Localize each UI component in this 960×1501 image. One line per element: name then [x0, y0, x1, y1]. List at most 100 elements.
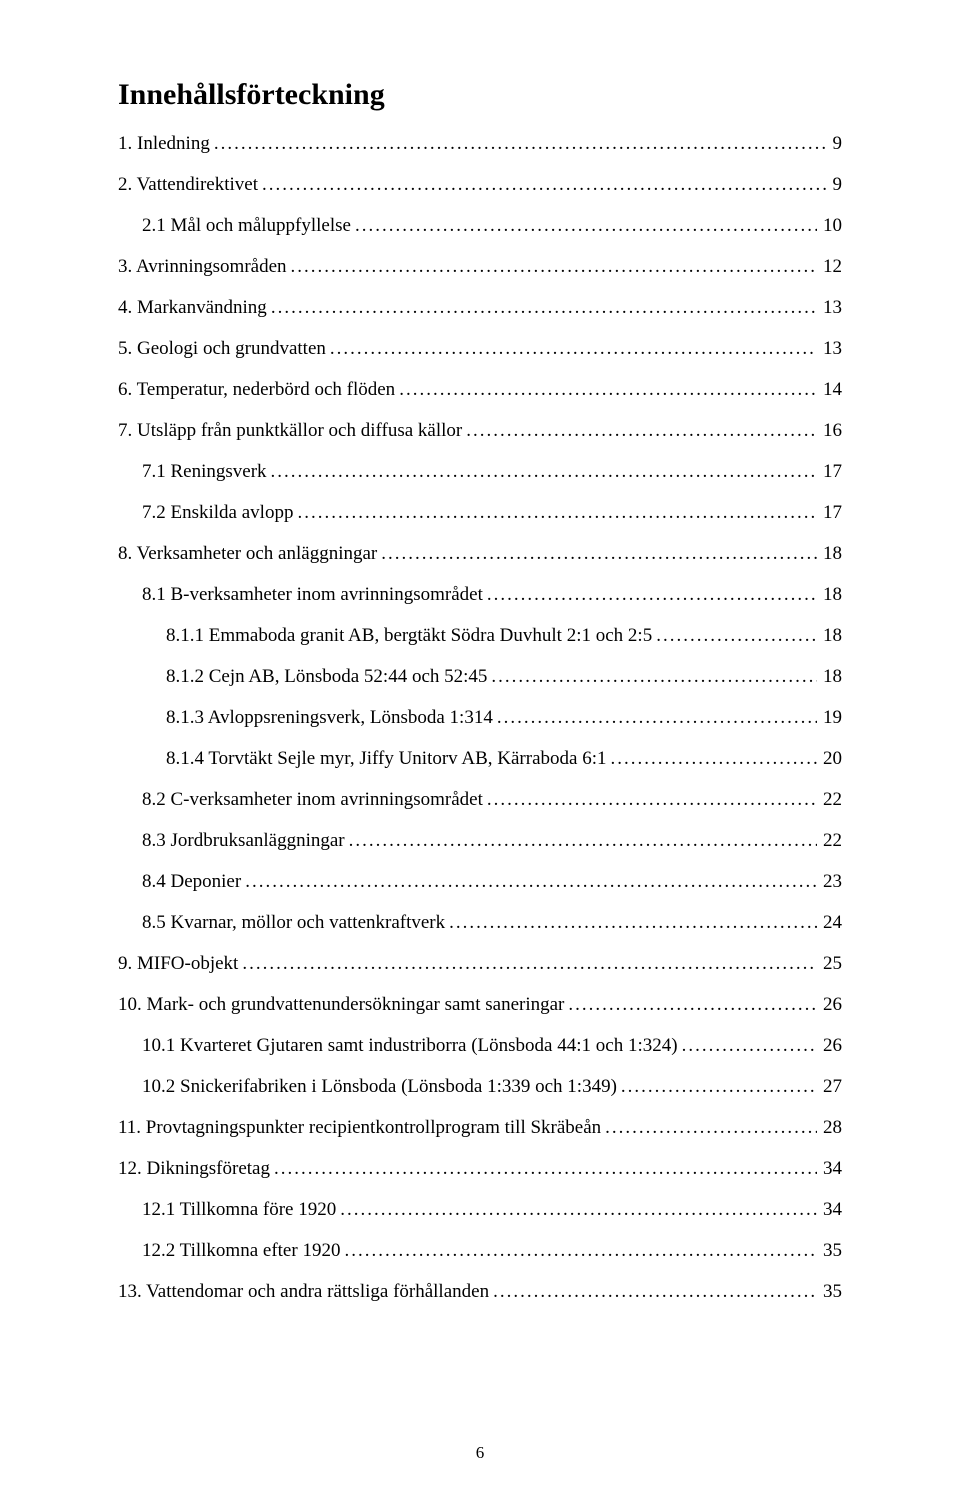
toc-leader-dots [336, 1200, 817, 1219]
toc-leader-dots [487, 667, 817, 686]
toc-leader-dots [617, 1077, 817, 1096]
toc-entry-label: 6. Temperatur, nederbörd och flöden [118, 380, 395, 399]
toc-entry-page: 9 [827, 134, 843, 153]
toc-entry-page: 26 [817, 1036, 842, 1055]
toc-entry: 7. Utsläpp från punktkällor och diffusa … [118, 421, 842, 440]
toc-title: Innehållsförteckning [118, 78, 842, 112]
toc-entry: 8.3 Jordbruksanläggningar 22 [118, 831, 842, 850]
toc-leader-dots [345, 831, 817, 850]
toc-entry-page: 18 [817, 667, 842, 686]
toc-entry-page: 18 [817, 544, 842, 563]
toc-entry-page: 10 [817, 216, 842, 235]
toc-leader-dots [351, 216, 817, 235]
toc-entry-label: 8.3 Jordbruksanläggningar [142, 831, 345, 850]
toc-entry-label: 8.2 C-verksamheter inom avrinningsområde… [142, 790, 483, 809]
toc-entry-page: 25 [817, 954, 842, 973]
toc-leader-dots [493, 708, 817, 727]
toc-entry-label: 12.1 Tillkomna före 1920 [142, 1200, 336, 1219]
toc-entry-page: 35 [817, 1241, 842, 1260]
toc-entry-label: 2.1 Mål och måluppfyllelse [142, 216, 351, 235]
toc-entry-label: 12. Dikningsföretag [118, 1159, 270, 1178]
toc-entry-label: 7.1 Reningsverk [142, 462, 267, 481]
toc-entry: 8.1.4 Torvtäkt Sejle myr, Jiffy Unitorv … [118, 749, 842, 768]
toc-leader-dots [258, 175, 826, 194]
toc-leader-dots [287, 257, 817, 276]
toc-entry: 12.2 Tillkomna efter 1920 35 [118, 1241, 842, 1260]
toc-entry-page: 26 [817, 995, 842, 1014]
toc-entry: 2.1 Mål och måluppfyllelse 10 [118, 216, 842, 235]
toc-entry-page: 17 [817, 503, 842, 522]
toc-entry: 6. Temperatur, nederbörd och flöden 14 [118, 380, 842, 399]
toc-entry: 13. Vattendomar och andra rättsliga förh… [118, 1282, 842, 1301]
toc-entry-label: 8. Verksamheter och anläggningar [118, 544, 377, 563]
toc-leader-dots [267, 298, 817, 317]
table-of-contents: 1. Inledning 9 2. Vattendirektivet9 2.1 Mål… [118, 134, 842, 1301]
toc-entry: 10. Mark- och grundvattenundersökningar … [118, 995, 842, 1014]
toc-leader-dots [293, 503, 817, 522]
toc-entry-label: 7.2 Enskilda avlopp [142, 503, 293, 522]
toc-entry: 8.1 B-verksamheter inom avrinningsområde… [118, 585, 842, 604]
toc-entry: 4. Markanvändning13 [118, 298, 842, 317]
toc-entry-page: 22 [817, 790, 842, 809]
toc-entry-page: 28 [817, 1118, 842, 1137]
toc-entry-page: 35 [817, 1282, 842, 1301]
toc-leader-dots [606, 749, 817, 768]
toc-entry-page: 22 [817, 831, 842, 850]
toc-leader-dots [445, 913, 817, 932]
toc-entry-label: 8.1.1 Emmaboda granit AB, bergtäkt Södra… [166, 626, 652, 645]
toc-entry-page: 27 [817, 1077, 842, 1096]
toc-entry-page: 13 [817, 339, 842, 358]
toc-entry: 7.2 Enskilda avlopp 17 [118, 503, 842, 522]
toc-leader-dots [564, 995, 817, 1014]
toc-entry-label: 8.1.4 Torvtäkt Sejle myr, Jiffy Unitorv … [166, 749, 606, 768]
toc-leader-dots [483, 585, 817, 604]
toc-entry-label: 8.1.2 Cejn AB, Lönsboda 52:44 och 52:45 [166, 667, 487, 686]
toc-leader-dots [326, 339, 817, 358]
toc-leader-dots [340, 1241, 817, 1260]
toc-entry: 7.1 Reningsverk 17 [118, 462, 842, 481]
toc-entry-page: 14 [817, 380, 842, 399]
toc-entry-label: 13. Vattendomar och andra rättsliga förh… [118, 1282, 489, 1301]
toc-entry: 9. MIFO-objekt 25 [118, 954, 842, 973]
toc-entry: 10.1 Kvarteret Gjutaren samt industribor… [118, 1036, 842, 1055]
toc-leader-dots [270, 1159, 817, 1178]
toc-entry-label: 11. Provtagningspunkter recipientkontrol… [118, 1118, 601, 1137]
toc-entry: 8.2 C-verksamheter inom avrinningsområde… [118, 790, 842, 809]
toc-entry: 2. Vattendirektivet9 [118, 175, 842, 194]
toc-entry-page: 34 [817, 1159, 842, 1178]
toc-entry-label: 1. Inledning [118, 134, 210, 153]
toc-entry: 3. Avrinningsområden12 [118, 257, 842, 276]
toc-entry-label: 7. Utsläpp från punktkällor och diffusa … [118, 421, 462, 440]
toc-entry: 8.1.3 Avloppsreningsverk, Lönsboda 1:314… [118, 708, 842, 727]
toc-entry-page: 23 [817, 872, 842, 891]
toc-entry-page: 34 [817, 1200, 842, 1219]
toc-leader-dots [462, 421, 817, 440]
page-container: Innehållsförteckning 1. Inledning 9 2. Vat… [0, 0, 960, 1501]
toc-entry-page: 18 [817, 626, 842, 645]
toc-entry-label: 9. MIFO-objekt [118, 954, 238, 973]
toc-entry: 11. Provtagningspunkter recipientkontrol… [118, 1118, 842, 1137]
toc-entry-label: 10. Mark- och grundvattenundersökningar … [118, 995, 564, 1014]
toc-entry-page: 18 [817, 585, 842, 604]
toc-leader-dots [652, 626, 817, 645]
toc-leader-dots [678, 1036, 817, 1055]
toc-entry-label: 10.2 Snickerifabriken i Lönsboda (Lönsbo… [142, 1077, 617, 1096]
toc-entry: 8.1.1 Emmaboda granit AB, bergtäkt Södra… [118, 626, 842, 645]
toc-entry-label: 5. Geologi och grundvatten [118, 339, 326, 358]
toc-entry-label: 8.5 Kvarnar, möllor och vattenkraftverk [142, 913, 445, 932]
toc-entry-label: 2. Vattendirektivet [118, 175, 258, 194]
toc-leader-dots [601, 1118, 817, 1137]
toc-entry-page: 17 [817, 462, 842, 481]
toc-leader-dots [210, 134, 827, 153]
toc-entry-label: 12.2 Tillkomna efter 1920 [142, 1241, 340, 1260]
toc-entry-page: 16 [817, 421, 842, 440]
toc-entry: 10.2 Snickerifabriken i Lönsboda (Lönsbo… [118, 1077, 842, 1096]
toc-entry: 8.1.2 Cejn AB, Lönsboda 52:44 och 52:45 1… [118, 667, 842, 686]
toc-entry-page: 24 [817, 913, 842, 932]
toc-leader-dots [489, 1282, 817, 1301]
toc-entry: 8.5 Kvarnar, möllor och vattenkraftverk 2… [118, 913, 842, 932]
toc-entry-label: 8.1 B-verksamheter inom avrinningsområde… [142, 585, 483, 604]
toc-entry-label: 8.1.3 Avloppsreningsverk, Lönsboda 1:314 [166, 708, 493, 727]
toc-entry-label: 10.1 Kvarteret Gjutaren samt industribor… [142, 1036, 678, 1055]
toc-entry-page: 13 [817, 298, 842, 317]
